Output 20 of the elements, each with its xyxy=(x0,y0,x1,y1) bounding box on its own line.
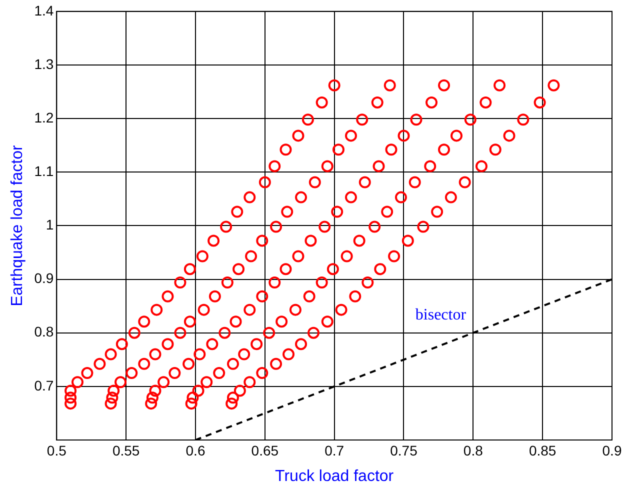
x-tick-label: 0.7 xyxy=(324,442,344,458)
y-tick-label: 1.3 xyxy=(34,56,54,72)
x-tick-label: 0.5 xyxy=(46,442,67,458)
y-axis-title: Earthquake load factor xyxy=(9,144,26,306)
x-tick-label: 0.55 xyxy=(112,442,140,458)
x-tick-label: 0.8 xyxy=(463,442,484,458)
y-tick-label: 1 xyxy=(46,216,54,233)
y-tick-label: 0.9 xyxy=(34,270,54,286)
y-tick-label: 1.1 xyxy=(34,162,54,179)
y-tick-label: 1.4 xyxy=(34,2,54,18)
x-tick-label: 0.9 xyxy=(602,442,622,458)
y-tick-label: 1.2 xyxy=(34,109,54,126)
x-axis-title: Truck load factor xyxy=(275,468,394,485)
x-tick-label: 0.65 xyxy=(251,442,279,458)
y-tick-label: 0.8 xyxy=(34,324,54,340)
series-label: bisector xyxy=(415,306,467,324)
x-tick-label: 0.85 xyxy=(528,442,556,458)
y-tick-label: 0.7 xyxy=(34,377,54,394)
x-tick-label: 0.75 xyxy=(390,442,418,458)
x-tick-label: 0.6 xyxy=(186,442,206,458)
